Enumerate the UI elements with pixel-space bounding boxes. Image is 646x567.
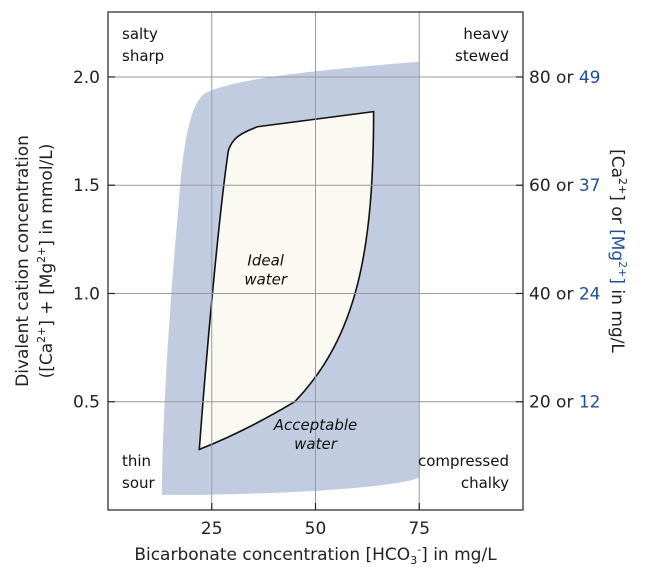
x-tick-label: 75	[408, 519, 430, 539]
corner-label-top-left: salty sharp	[122, 25, 164, 65]
x-axis-label: Bicarbonate concentration [HCO3-] in mg/…	[134, 543, 497, 567]
y-tick-label: 1.5	[73, 176, 100, 196]
ideal-water-label: Ideal water	[244, 251, 288, 288]
y2-tick-label: 60 or 37	[529, 176, 600, 196]
corner-label-bottom-right: compressed chalky	[418, 452, 509, 492]
corner-label-top-right: heavy stewed	[455, 25, 509, 65]
x-tick-labels: 25 50 75	[201, 519, 430, 539]
y-tick-label: 0.5	[73, 393, 100, 413]
y2-tick-label: 20 or 12	[529, 393, 600, 413]
y2-tick-labels: 20 or 12 40 or 24 60 or 37 80 or 49	[529, 68, 600, 413]
x-tick-label: 25	[201, 519, 223, 539]
y2-tick-label: 40 or 24	[529, 284, 600, 304]
y-tick-label: 2.0	[73, 68, 100, 88]
y2-tick-label: 80 or 49	[529, 68, 600, 88]
y2-axis-label: [Ca2+] or [Mg2+] in mg/L	[607, 149, 629, 353]
x-tick-label: 50	[305, 519, 327, 539]
y-tick-label: 1.0	[73, 284, 100, 304]
y-axis-label-line2: ([Ca2+] + [Mg2+] in mmol/L)	[35, 144, 57, 379]
y-axis-label-line1: Divalent cation concentration	[13, 135, 33, 387]
y-tick-labels: 0.5 1.0 1.5 2.0	[73, 68, 100, 413]
corner-label-bottom-left: thin sour	[122, 452, 155, 492]
